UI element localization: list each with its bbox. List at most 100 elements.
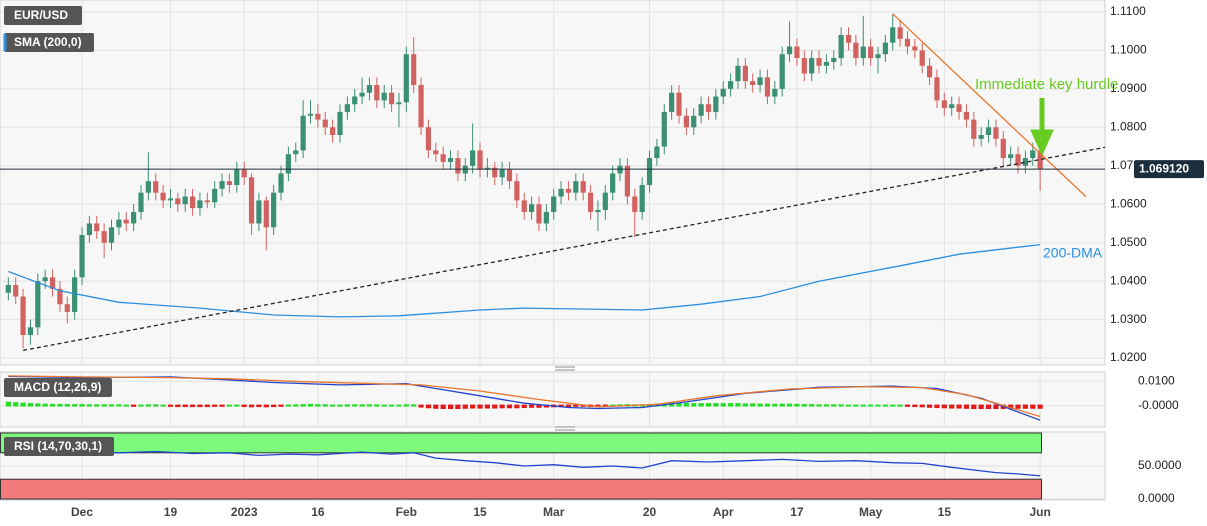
macd-histogram-bar bbox=[735, 403, 741, 407]
candle-body bbox=[440, 154, 446, 162]
candle-body bbox=[20, 296, 26, 335]
candle-body bbox=[624, 165, 631, 197]
macd-histogram-bar bbox=[890, 404, 896, 407]
macd-histogram-bar bbox=[197, 404, 203, 408]
candle-body bbox=[875, 54, 881, 59]
main-plot-bg bbox=[0, 0, 1106, 366]
macd-histogram-bar bbox=[742, 403, 748, 407]
y-tick-label: -0.0000 bbox=[1138, 398, 1179, 412]
candle-body bbox=[79, 235, 85, 278]
legend-label: EUR/USD bbox=[14, 8, 68, 22]
candle-body bbox=[330, 127, 336, 135]
macd-histogram-bar bbox=[352, 404, 358, 407]
candle-body bbox=[897, 27, 903, 39]
macd-histogram-bar bbox=[79, 404, 85, 407]
candle-body bbox=[27, 327, 34, 335]
macd-histogram-bar bbox=[956, 404, 962, 409]
macd-histogram-bar bbox=[425, 404, 432, 409]
candle-body bbox=[72, 277, 78, 312]
macd-histogram-bar bbox=[506, 404, 513, 409]
candle-body bbox=[411, 54, 417, 85]
candle-body bbox=[212, 188, 218, 203]
candle-body bbox=[352, 96, 358, 105]
candle-body bbox=[971, 119, 977, 139]
macd-histogram-bar bbox=[300, 404, 306, 407]
candle-body bbox=[676, 92, 682, 116]
macd-histogram-bar bbox=[514, 404, 520, 409]
macd-histogram-bar bbox=[971, 404, 977, 410]
candle-body bbox=[786, 46, 793, 55]
candle-body bbox=[934, 77, 940, 101]
candle-body bbox=[757, 77, 763, 85]
candle-body bbox=[610, 173, 616, 193]
y-tick-label: 1.0500 bbox=[1110, 235, 1147, 249]
candle-body bbox=[94, 223, 100, 232]
macd-histogram-bar bbox=[477, 404, 483, 409]
candle-body bbox=[285, 154, 291, 174]
macd-histogram-bar bbox=[418, 404, 424, 408]
macd-histogram-bar bbox=[189, 404, 196, 408]
macd-histogram-bar bbox=[823, 404, 830, 407]
candle-body bbox=[654, 146, 660, 159]
candle-body bbox=[470, 150, 476, 166]
candle-body bbox=[941, 100, 947, 109]
macd-histogram-bar bbox=[175, 404, 181, 408]
macd-histogram-bar bbox=[322, 404, 328, 407]
last-price-box bbox=[1134, 160, 1204, 179]
macd-histogram-bar bbox=[226, 404, 233, 407]
trend-line bbox=[22, 146, 1105, 352]
candle-body bbox=[425, 127, 432, 151]
candle-body bbox=[558, 188, 564, 197]
rsi-plot bbox=[0, 432, 1105, 500]
y-tick-label: 1.1000 bbox=[1110, 43, 1147, 57]
candle-body bbox=[477, 150, 483, 170]
candle-body bbox=[381, 92, 387, 101]
candle-body bbox=[64, 304, 70, 312]
macd-histogram-bar bbox=[49, 403, 56, 407]
macd-histogram-bar bbox=[565, 404, 572, 408]
macd-histogram-bar bbox=[831, 404, 837, 407]
macd-histogram-bar bbox=[138, 404, 144, 407]
macd-histogram-bar bbox=[131, 404, 137, 407]
candle-body bbox=[639, 185, 645, 212]
macd-histogram-bar bbox=[499, 404, 505, 409]
macd-histogram-bar bbox=[330, 404, 336, 407]
macd-histogram-bar bbox=[713, 403, 719, 407]
candle-body bbox=[337, 111, 343, 135]
y-tick-label: 50.0000 bbox=[1138, 458, 1182, 472]
candle-body bbox=[845, 35, 852, 43]
y-tick-label: 0.0100 bbox=[1138, 373, 1175, 387]
candle-body bbox=[949, 104, 955, 109]
macd-histogram-bar bbox=[963, 404, 970, 409]
macd-histogram-bar bbox=[278, 404, 284, 407]
candle-body bbox=[5, 285, 11, 293]
macd-histogram-bar bbox=[772, 403, 778, 407]
macd-histogram-bar bbox=[241, 404, 247, 408]
candle-body bbox=[506, 169, 513, 182]
candle-body bbox=[838, 35, 844, 59]
macd-histogram-bar bbox=[573, 404, 579, 407]
macd-histogram-bar bbox=[167, 404, 174, 407]
macd-histogram-bar bbox=[1022, 404, 1029, 409]
candle-body bbox=[42, 277, 48, 282]
macd-histogram-bar bbox=[801, 404, 807, 407]
legend-label: MACD (12,26,9) bbox=[14, 380, 101, 394]
macd-histogram-bar bbox=[860, 404, 866, 407]
candle-body bbox=[691, 115, 697, 128]
candle-body bbox=[904, 38, 911, 47]
macd-histogram-bar bbox=[727, 403, 734, 407]
macd-histogram-bar bbox=[374, 404, 380, 407]
candle-body bbox=[153, 181, 159, 193]
legend-box bbox=[4, 33, 94, 52]
macd-histogram-bar bbox=[683, 402, 689, 407]
macd-histogram-bar bbox=[116, 404, 122, 407]
candle-body bbox=[101, 231, 107, 243]
candle-body bbox=[374, 85, 380, 101]
candle-body bbox=[403, 54, 409, 103]
candle-body bbox=[646, 158, 653, 185]
macd-histogram-bar bbox=[691, 403, 697, 407]
candle-body bbox=[521, 200, 527, 212]
macd-histogram-bar bbox=[882, 404, 888, 407]
macd-histogram-bar bbox=[853, 404, 859, 407]
